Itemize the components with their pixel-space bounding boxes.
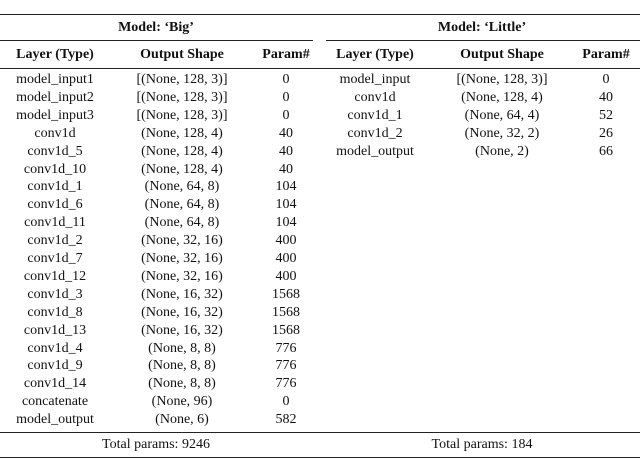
param-count: 0 [282, 394, 290, 410]
layer-name: conv1d_9 [27, 358, 83, 374]
output-shape: (None, 8, 8) [148, 358, 216, 374]
output-shape: (None, 64, 8) [144, 215, 220, 231]
layer-name: conv1d_2 [347, 125, 403, 141]
layer-name: conv1d_5 [27, 143, 83, 159]
total-params: Total params: 9246 [102, 437, 210, 452]
output-shape: (None, 8, 8) [148, 340, 216, 356]
column-header: Output Shape [140, 47, 224, 62]
output-shape: (None, 64, 8) [144, 197, 220, 213]
output-shape: (None, 128, 4) [141, 125, 223, 141]
layer-name: conv1d_4 [27, 340, 83, 356]
output-shape: (None, 128, 4) [461, 89, 543, 105]
column-header: Layer (Type) [16, 47, 94, 62]
param-count: 1568 [272, 322, 300, 338]
layer-name: model_input [339, 72, 411, 87]
layer-name: conv1d_10 [23, 161, 87, 177]
output-shape: (None, 32, 16) [141, 268, 223, 284]
output-shape: (None, 16, 32) [141, 286, 223, 302]
rule [0, 432, 640, 433]
param-count: 400 [275, 233, 297, 249]
column-header: Param# [262, 47, 310, 62]
layer-name: conv1d_13 [23, 322, 87, 338]
model-title: Model: ‘Big’ [118, 20, 194, 35]
column-header: Param# [582, 47, 630, 62]
layer-name: conv1d [354, 89, 396, 105]
layer-name: conv1d_6 [27, 197, 83, 213]
layer-name: model_input1 [16, 72, 94, 87]
output-shape: (None, 96) [151, 394, 213, 410]
rule [326, 40, 640, 41]
output-shape: (None, 32, 16) [141, 233, 223, 249]
bottom-rule [0, 457, 640, 458]
rule [0, 40, 313, 41]
param-count: 26 [599, 125, 613, 141]
param-count: 400 [275, 251, 297, 266]
layer-name: conv1d_3 [27, 286, 83, 302]
layer-name: conv1d_2 [27, 233, 83, 249]
output-shape: [(None, 128, 3)] [136, 107, 228, 123]
output-shape: (None, 2) [475, 143, 529, 159]
output-shape: (None, 16, 32) [141, 322, 223, 338]
output-shape: (None, 64, 4) [464, 107, 540, 123]
output-shape: [(None, 128, 3)] [136, 72, 228, 87]
param-count: 776 [275, 358, 297, 374]
param-count: 1568 [272, 286, 300, 302]
param-count: 776 [275, 340, 297, 356]
output-shape: (None, 64, 8) [144, 179, 220, 195]
model-title: Model: ‘Little’ [437, 20, 527, 35]
output-shape: (None, 6) [155, 412, 209, 428]
layer-name: model_input3 [16, 107, 94, 123]
output-shape: (None, 128, 4) [141, 143, 223, 159]
top-rule [0, 14, 640, 15]
param-count: 66 [599, 143, 613, 159]
param-count: 40 [279, 143, 293, 159]
layer-name: model_input2 [16, 89, 94, 105]
layer-name: conv1d [34, 125, 76, 141]
column-header: Layer (Type) [336, 47, 414, 62]
param-count: 1568 [272, 304, 300, 320]
layer-name: conv1d_8 [27, 304, 83, 320]
header-rule [0, 68, 640, 69]
column-header: Output Shape [460, 47, 544, 62]
output-shape: [(None, 128, 3)] [456, 72, 548, 87]
param-count: 0 [282, 72, 290, 87]
param-count: 104 [275, 215, 297, 231]
layer-name: concatenate [21, 394, 89, 410]
param-count: 40 [599, 89, 613, 105]
output-shape: (None, 32, 16) [141, 251, 223, 266]
layer-name: conv1d_1 [27, 179, 83, 195]
output-shape: (None, 16, 32) [141, 304, 223, 320]
param-count: 104 [275, 197, 297, 213]
param-count: 582 [275, 412, 297, 428]
param-count: 40 [279, 125, 293, 141]
output-shape: [(None, 128, 3)] [136, 89, 228, 105]
layer-name: model_output [336, 143, 414, 159]
param-count: 0 [282, 89, 290, 105]
output-shape: (None, 8, 8) [148, 376, 216, 392]
total-params: Total params: 184 [431, 437, 533, 452]
output-shape: (None, 128, 4) [141, 161, 223, 177]
layer-name: conv1d_14 [23, 376, 87, 392]
output-shape: (None, 32, 2) [464, 125, 540, 141]
layer-name: conv1d_1 [347, 107, 403, 123]
param-count: 0 [282, 107, 290, 123]
param-count: 0 [602, 72, 610, 87]
layer-name: conv1d_7 [27, 251, 83, 266]
param-count: 104 [275, 179, 297, 195]
layer-name: conv1d_11 [24, 215, 86, 231]
param-count: 40 [279, 161, 293, 177]
param-count: 776 [275, 376, 297, 392]
layer-name: model_output [16, 412, 94, 428]
layer-name: conv1d_12 [23, 268, 87, 284]
param-count: 400 [275, 268, 297, 284]
param-count: 52 [599, 107, 613, 123]
